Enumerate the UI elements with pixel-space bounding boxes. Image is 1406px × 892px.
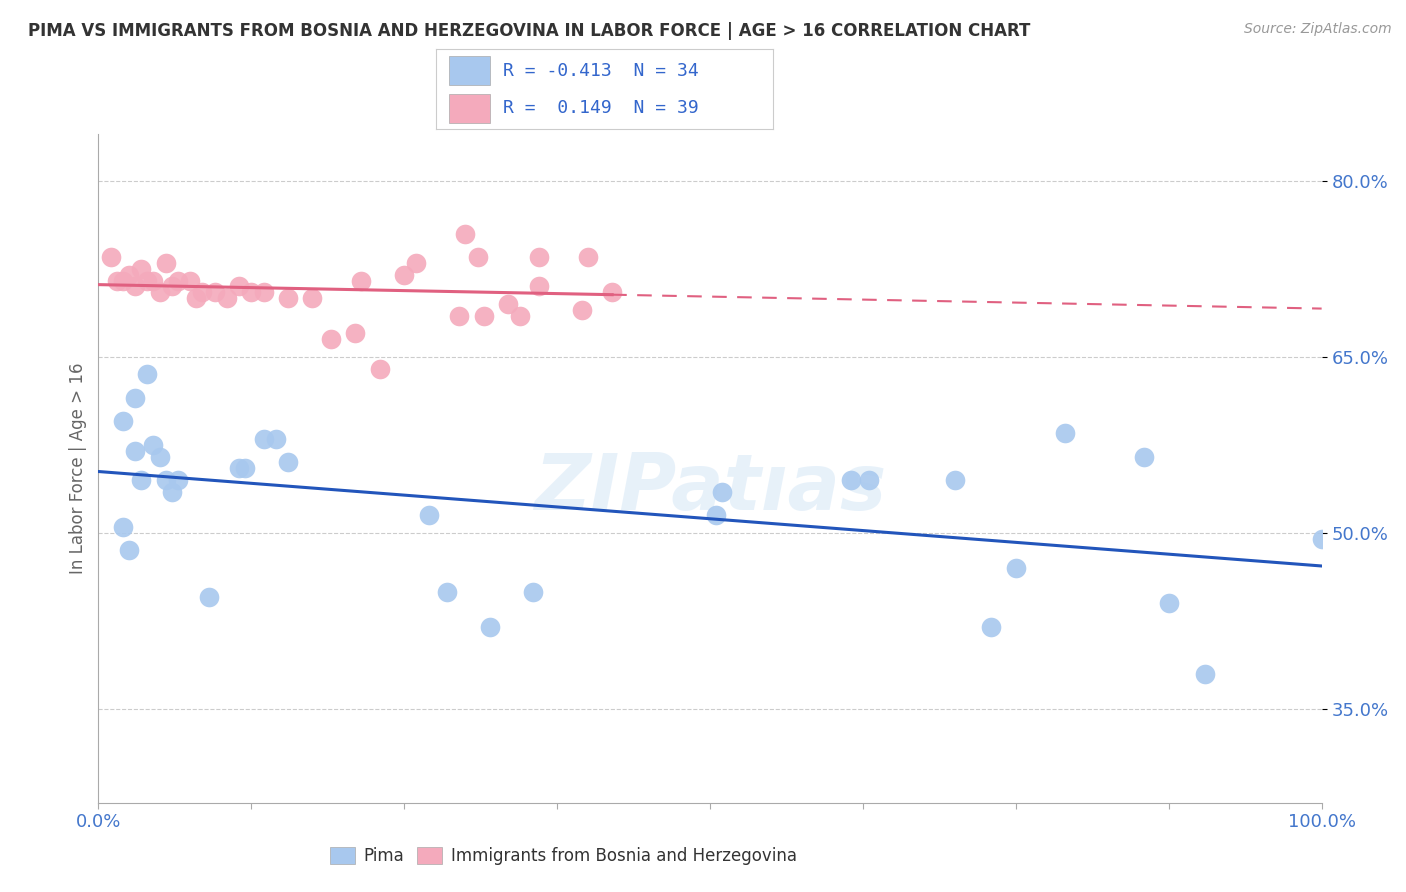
Point [522,584,544,599]
Point [405,256,427,270]
Point [344,326,367,341]
Point [1004,561,1026,575]
Point [527,250,550,264]
Point [576,250,599,264]
Point [980,620,1002,634]
Point [160,484,183,499]
Point [301,291,323,305]
Text: Source: ZipAtlas.com: Source: ZipAtlas.com [1244,22,1392,37]
Point [160,279,183,293]
Point [118,268,141,282]
Point [228,461,250,475]
Point [368,361,391,376]
Point [149,285,172,300]
Point [319,332,342,346]
Point [264,432,287,446]
Point [124,391,146,405]
Point [186,291,208,305]
Point [167,473,190,487]
Point [418,508,440,523]
Point [142,273,165,287]
Text: R =  0.149  N = 39: R = 0.149 N = 39 [503,99,699,117]
Point [436,584,458,599]
Point [467,250,489,264]
Text: PIMA VS IMMIGRANTS FROM BOSNIA AND HERZEGOVINA IN LABOR FORCE | AGE > 16 CORRELA: PIMA VS IMMIGRANTS FROM BOSNIA AND HERZE… [28,22,1031,40]
Point [136,368,159,382]
Legend: Pima, Immigrants from Bosnia and Herzegovina: Pima, Immigrants from Bosnia and Herzego… [323,840,803,871]
Point [191,285,214,300]
Point [392,268,416,282]
Point [124,443,146,458]
Text: R = -0.413  N = 34: R = -0.413 N = 34 [503,62,699,79]
Point [118,543,141,558]
Point [155,256,177,270]
Point [215,291,238,305]
Point [197,591,219,605]
Point [111,273,134,287]
Point [1310,532,1333,546]
Point [472,309,495,323]
Point [478,620,501,634]
Point [149,450,172,464]
Point [943,473,966,487]
Point [1157,596,1180,610]
Point [1053,426,1076,441]
Y-axis label: In Labor Force | Age > 16: In Labor Force | Age > 16 [69,362,87,574]
Point [277,291,299,305]
Point [600,285,623,300]
Point [228,279,250,293]
Point [124,279,146,293]
Point [858,473,880,487]
Point [240,285,263,300]
Point [129,473,152,487]
FancyBboxPatch shape [450,56,489,86]
Point [142,438,165,452]
Point [711,484,734,499]
Point [100,250,122,264]
Point [136,273,159,287]
Point [1194,666,1216,681]
Point [449,309,471,323]
Point [105,273,128,287]
Point [571,302,593,317]
Point [204,285,226,300]
Point [527,279,550,293]
Point [839,473,862,487]
Point [167,273,190,287]
FancyBboxPatch shape [450,94,489,123]
Point [111,520,134,534]
Point [129,261,152,276]
Point [704,508,727,523]
Point [179,273,201,287]
Point [509,309,531,323]
Text: ZIPatıas: ZIPatıas [534,450,886,526]
Point [277,455,299,469]
Point [1133,450,1156,464]
Point [111,414,134,428]
Point [252,285,274,300]
Point [252,432,274,446]
Point [233,461,256,475]
Point [496,297,519,311]
Point [155,473,177,487]
Point [350,273,373,287]
Point [454,227,477,241]
